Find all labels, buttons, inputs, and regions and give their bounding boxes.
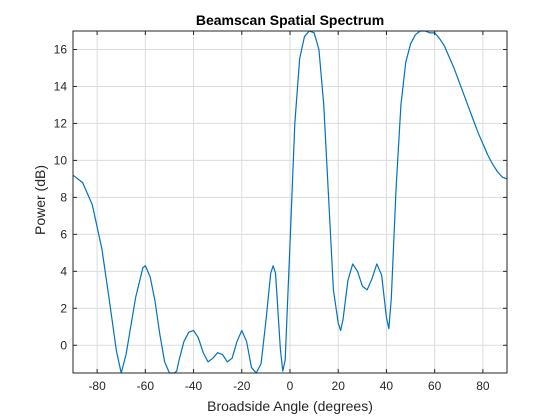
x-axis-label: Broadside Angle (degrees) [207, 398, 373, 414]
grid [73, 31, 507, 373]
y-tick-label-5: 10 [54, 153, 68, 167]
x-tick-label-7: 60 [428, 379, 442, 393]
y-tick-label-6: 12 [54, 116, 68, 130]
x-tick-label-0: -80 [88, 379, 106, 393]
x-tick-label-4: 0 [287, 379, 294, 393]
x-axis-ticks: -80 -60 -40 -20 0 20 40 60 80 [88, 31, 490, 393]
y-axis-label: Power (dB) [32, 165, 48, 235]
y-tick-label-8: 16 [54, 42, 68, 56]
y-tick-label-7: 14 [54, 79, 68, 93]
y-tick-label-4: 8 [60, 190, 67, 204]
y-tick-label-0: 0 [60, 338, 67, 352]
x-tick-label-3: -20 [233, 379, 251, 393]
y-tick-label-2: 4 [60, 264, 67, 278]
x-tick-label-6: 40 [380, 379, 394, 393]
chart-title: Beamscan Spatial Spectrum [196, 12, 384, 28]
x-tick-label-1: -60 [137, 379, 155, 393]
x-tick-label-2: -40 [185, 379, 203, 393]
x-tick-label-8: 80 [476, 379, 490, 393]
y-tick-label-3: 6 [60, 227, 67, 241]
x-tick-label-5: 20 [332, 379, 346, 393]
y-tick-label-1: 2 [60, 301, 67, 315]
y-axis-ticks: 0 2 4 6 8 10 12 14 16 [54, 42, 507, 352]
